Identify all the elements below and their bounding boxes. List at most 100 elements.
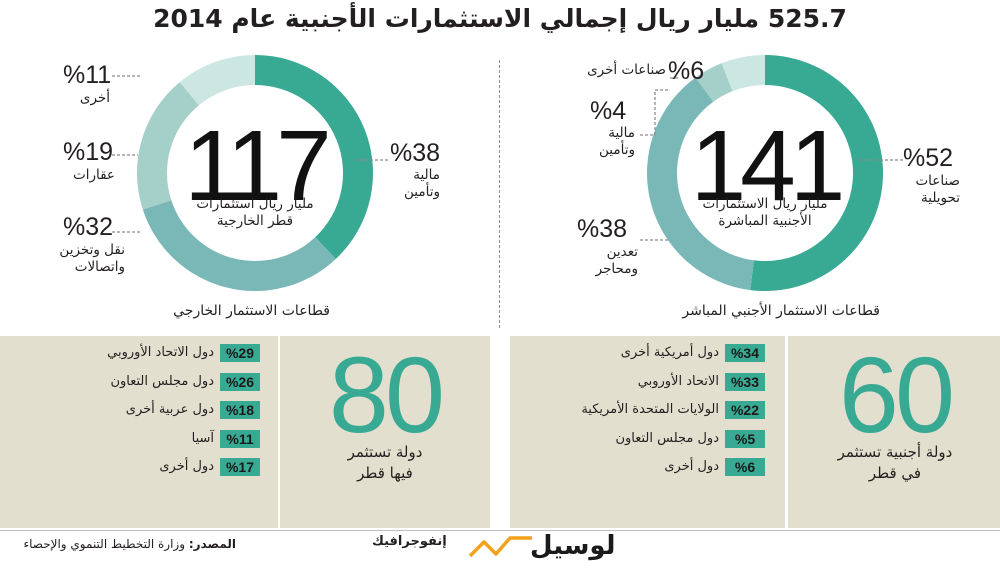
fdi-slice-1 xyxy=(647,77,754,291)
outward-country-row-4: %17 دول أخرى xyxy=(0,455,1000,477)
outward-country-row-4-label: دول أخرى xyxy=(159,459,214,475)
fdi-label-finance-line-2: وتأمين xyxy=(599,142,635,158)
fdi-country-row-4-value: %6 xyxy=(725,458,765,477)
fdi-country-row-4: %6 دول أخرى xyxy=(0,455,1000,477)
outward-country-row-3-value: %11 xyxy=(220,429,260,448)
outward-caption-line-2: قطر الخارجية xyxy=(216,213,294,229)
fdi-slice-0 xyxy=(750,55,883,291)
fdi-countries-caption-line-2: في قطر xyxy=(868,464,922,482)
outward-slice-0 xyxy=(255,55,373,260)
source-note: المصدر: وزارة التخطيط التنموي والإحصاء xyxy=(24,537,237,551)
fdi-label-manufacturing-line-1: صناعات xyxy=(915,173,960,189)
outward-label-finance: مالية وتأمين xyxy=(380,167,440,201)
donut-outward-sectors xyxy=(137,55,373,291)
outward-country-row-1-value: %26 xyxy=(220,372,260,391)
fdi-label-manufacturing-line-2: تحويلية xyxy=(921,190,960,206)
section-divider xyxy=(499,60,500,328)
outward-center-caption: مليار ريال استثمارات قطر الخارجية xyxy=(170,196,340,230)
outward-slice-2 xyxy=(137,82,199,210)
outward-countries-caption: دولة تستثمر فيها قطر xyxy=(290,442,480,484)
source-text: وزارة التخطيط التنموي والإحصاء xyxy=(23,537,186,551)
outward-country-row-0: %29 دول الاتحاد الأوروبي xyxy=(0,341,1000,363)
fdi-total-value: 141 xyxy=(690,110,846,222)
outward-country-row-1-label: دول مجلس التعاون xyxy=(110,373,214,389)
fdi-label-finance: مالية وتأمين xyxy=(575,125,635,159)
outward-country-row-0-value: %29 xyxy=(220,344,260,362)
fdi-country-row-2: %22 الولايات المتحدة الأمريكية xyxy=(0,398,1000,420)
fdi-label-finance-line-1: مالية xyxy=(608,125,635,141)
brand-logo: لوسيل xyxy=(530,531,616,561)
fdi-label-mining-value: %38 xyxy=(577,215,628,243)
outward-country-row-1: %26 دول مجلس التعاون xyxy=(0,370,1000,392)
fdi-country-row-0: %34 دول أمريكية أخرى xyxy=(0,341,1000,363)
main-title: 525.7 مليار ريال إجمالي الاستثمارات الأج… xyxy=(153,4,847,33)
fdi-leader-lines xyxy=(640,77,678,241)
fdi-label-manufacturing-value: %52 xyxy=(903,144,954,172)
outward-countries-caption-line-1: دولة تستثمر xyxy=(347,443,423,461)
fdi-label-other-value: %6 xyxy=(668,57,705,85)
infographic-label: إنفوجرافيك xyxy=(372,534,447,549)
outward-total-value: 117 xyxy=(184,110,331,222)
fdi-country-row-0-label: دول أمريكية أخرى xyxy=(620,345,719,360)
fdi-leader-right xyxy=(860,159,905,161)
outward-countries-count: 80 xyxy=(328,334,445,455)
outward-label-transport-line-2: واتصالات xyxy=(74,259,125,275)
fdi-countries-count: 60 xyxy=(838,334,955,455)
fdi-country-row-0-value: %34 xyxy=(725,344,765,362)
outward-label-transport: نقل وتخزين واتصالات xyxy=(40,242,125,276)
fdi-label-manufacturing: صناعات تحويلية xyxy=(895,173,960,207)
fdi-country-row-1-label: الاتحاد الأوروبي xyxy=(637,373,719,389)
outward-label-other: أخرى xyxy=(79,90,110,106)
fdi-country-row-3: %5 دول مجلس التعاون xyxy=(0,427,1000,449)
outward-leader-right xyxy=(355,159,389,161)
outward-caption-line-1: مليار ريال استثمارات xyxy=(196,196,314,212)
fdi-slice-2 xyxy=(695,63,733,102)
fdi-label-finance-value: %4 xyxy=(590,97,627,125)
outward-countries-caption-line-2: فيها قطر xyxy=(357,464,413,482)
fdi-center-caption: مليار ريال الاستثمارات الأجنبية المباشرة xyxy=(680,196,850,230)
fdi-label-other: صناعات أخرى xyxy=(587,62,666,78)
outward-label-finance-line-1: مالية xyxy=(413,167,440,183)
outward-label-finance-line-2: وتأمين xyxy=(404,184,440,200)
fdi-countries-caption-line-1: دولة أجنبية تستثمر xyxy=(837,443,953,461)
outward-label-transport-value: %32 xyxy=(63,213,114,241)
fdi-country-row-3-value: %5 xyxy=(725,429,765,448)
fdi-country-row-4-label: دول أخرى xyxy=(664,459,719,475)
fdi-label-mining-line-2: ومحاجر xyxy=(595,261,638,277)
outward-slice-1 xyxy=(142,200,336,291)
fdi-country-row-3-label: دول مجلس التعاون xyxy=(615,430,719,446)
outward-country-row-4-value: %17 xyxy=(220,458,260,477)
outward-country-row-3: %11 آسيا xyxy=(0,427,1000,449)
outward-leader-lines xyxy=(112,75,140,233)
footer-divider xyxy=(0,530,1000,531)
fdi-caption-line-1: مليار ريال الاستثمارات xyxy=(702,196,828,212)
donut-fdi-sectors xyxy=(647,55,883,291)
fdi-country-row-1-value: %33 xyxy=(725,372,765,391)
outward-slice-3 xyxy=(179,55,255,106)
panel-fdi-count xyxy=(788,336,1000,528)
fdi-caption-line-2: الأجنبية المباشرة xyxy=(718,213,812,229)
outward-country-row-2-label: دول عربية أخرى xyxy=(125,402,214,418)
outward-label-other-value: %11 xyxy=(63,61,112,89)
outward-country-row-3-label: آسيا xyxy=(191,430,214,446)
outward-label-transport-line-1: نقل وتخزين xyxy=(59,242,125,258)
fdi-label-mining: تعدين ومحاجر xyxy=(568,244,638,278)
fdi-label-mining-line-1: تعدين xyxy=(606,244,638,260)
brand-zigzag-icon xyxy=(468,536,532,558)
outward-section-title: قطاعات الاستثمار الخارجي xyxy=(173,303,330,319)
outward-label-realestate-value: %19 xyxy=(63,138,114,166)
outward-country-row-0-label: دول الاتحاد الأوروبي xyxy=(107,345,214,360)
outward-label-realestate: عقارات xyxy=(73,167,115,183)
outward-country-row-2-value: %18 xyxy=(220,401,260,420)
fdi-country-row-2-value: %22 xyxy=(725,401,765,420)
panel-outward-count xyxy=(280,336,490,528)
fdi-section-title: قطاعات الاستثمار الأجنبي المباشر xyxy=(682,303,880,319)
fdi-country-row-2-label: الولايات المتحدة الأمريكية xyxy=(581,402,719,418)
fdi-countries-caption: دولة أجنبية تستثمر في قطر xyxy=(800,442,990,484)
outward-country-row-2: %18 دول عربية أخرى xyxy=(0,398,1000,420)
fdi-country-row-1: %33 الاتحاد الأوروبي xyxy=(0,370,1000,392)
fdi-slice-3 xyxy=(721,55,765,92)
source-label: المصدر: xyxy=(188,537,236,551)
leader-finance xyxy=(640,89,670,136)
outward-label-finance-value: %38 xyxy=(390,139,441,167)
